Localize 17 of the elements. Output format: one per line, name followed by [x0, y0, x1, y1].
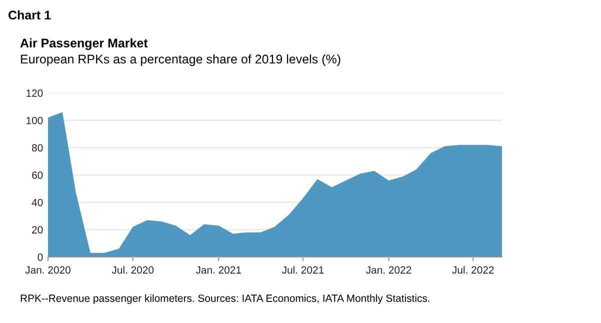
text: RPK--Revenue passenger kilometers. Sources: IATA Economics, IATA Monthly Statistics.: [20, 294, 430, 304]
y-tick-label: 20: [32, 226, 43, 234]
y-tick-label: 120: [26, 90, 43, 97]
x-tick-label: Jan. 2020: [25, 266, 70, 274]
chart-title: Air Passenger Market: [20, 38, 148, 50]
caption: Chart 1: [8, 10, 51, 20]
y-tick-label: 80: [32, 144, 43, 152]
y-tick-label: 40: [32, 198, 43, 206]
x-tick-label: Jan. 2021: [196, 266, 241, 274]
chart-subtitle: European RPKs as a percentage share of 2019 levels (%): [21, 54, 340, 66]
y-tick-label: 0: [38, 254, 43, 261]
y-tick-label: 100: [26, 116, 43, 124]
x-tick-label: Jul. 2021: [282, 266, 324, 274]
x-tick-label: Jul. 2020: [112, 266, 154, 274]
x-tick-label: Jul. 2022: [452, 266, 494, 274]
x-tick-label: Jan. 2022: [366, 266, 412, 274]
y-tick-label: 60: [32, 172, 43, 179]
